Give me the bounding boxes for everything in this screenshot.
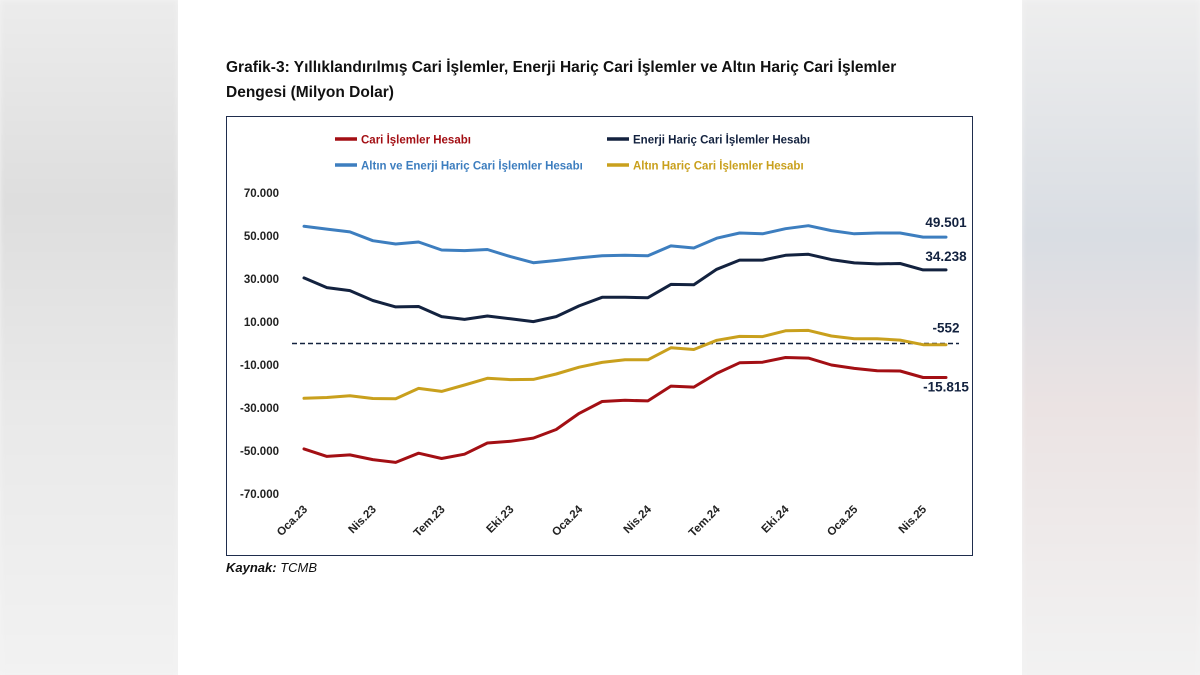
document-page: Grafik-3: Yıllıklandırılmış Cari İşlemle… bbox=[178, 0, 1022, 675]
end-label-1: -15.815 bbox=[923, 380, 969, 395]
series-line-1 bbox=[302, 356, 948, 464]
source-value: TCMB bbox=[280, 560, 318, 575]
line-chart: Cari İşlemler Hesabı Enerji Hariç Cari İş… bbox=[240, 134, 969, 540]
chart-frame: Cari İşlemler Hesabı Enerji Hariç Cari İş… bbox=[226, 116, 973, 556]
x-tick-label: Tem.23 bbox=[412, 504, 448, 540]
x-tick-label: Nis.23 bbox=[346, 504, 378, 536]
y-tick-label: -70.000 bbox=[240, 489, 279, 501]
background-left bbox=[0, 0, 178, 675]
x-axis: Oca.23 Nis.23 Tem.23 Eki.23 Oca.24 Nis.24 Tem.… bbox=[275, 503, 930, 539]
x-tick-label: Oca.25 bbox=[825, 503, 861, 539]
y-tick-label: 10.000 bbox=[244, 317, 279, 329]
end-labels: -15.815 34.238 49.501 -552 bbox=[923, 215, 969, 394]
end-label-3: 49.501 bbox=[925, 215, 967, 230]
chart-legend: Cari İşlemler Hesabı Enerji Hariç Cari İş… bbox=[335, 134, 810, 173]
x-tick-label: Eki.24 bbox=[760, 503, 792, 535]
series-line-3 bbox=[302, 224, 948, 265]
x-tick-label: Nis.25 bbox=[897, 503, 930, 536]
legend-label-2: Enerji Hariç Cari İşlemler Hesabı bbox=[633, 134, 810, 147]
series-line-4 bbox=[302, 328, 948, 401]
y-tick-label: -50.000 bbox=[240, 446, 279, 458]
x-tick-label: Oca.23 bbox=[275, 504, 310, 539]
source-label: Kaynak: bbox=[226, 560, 277, 575]
x-tick-label: Tem.24 bbox=[687, 503, 723, 539]
series-lines bbox=[302, 224, 948, 464]
y-tick-label: 50.000 bbox=[244, 231, 279, 243]
background-right bbox=[1022, 0, 1200, 675]
series-line-2 bbox=[302, 252, 948, 324]
legend-label-3: Altın ve Enerji Hariç Cari İşlemler Hesa… bbox=[361, 160, 583, 173]
y-tick-label: 30.000 bbox=[244, 274, 279, 286]
end-label-4: -552 bbox=[932, 321, 959, 336]
y-tick-label: -10.000 bbox=[240, 360, 279, 372]
source-note: Kaynak: TCMB bbox=[226, 560, 317, 575]
x-tick-label: Oca.24 bbox=[550, 503, 586, 539]
chart-title: Grafik-3: Yıllıklandırılmış Cari İşlemle… bbox=[226, 55, 966, 105]
x-tick-label: Eki.23 bbox=[484, 504, 516, 536]
end-label-2: 34.238 bbox=[925, 249, 967, 264]
legend-label-1: Cari İşlemler Hesabı bbox=[361, 134, 471, 147]
chart-title-line-2: Dengesi (Milyon Dolar) bbox=[226, 84, 394, 101]
y-tick-label: -30.000 bbox=[240, 403, 279, 415]
x-tick-label: Nis.24 bbox=[622, 503, 655, 536]
chart-title-line-1: Grafik-3: Yıllıklandırılmış Cari İşlemle… bbox=[226, 59, 897, 76]
y-axis: 70.000 50.000 30.000 10.000 -10.000 -30.000 -5… bbox=[240, 188, 279, 501]
legend-label-4: Altın Hariç Cari İşlemler Hesabı bbox=[633, 160, 804, 173]
y-tick-label: 70.000 bbox=[244, 188, 279, 200]
